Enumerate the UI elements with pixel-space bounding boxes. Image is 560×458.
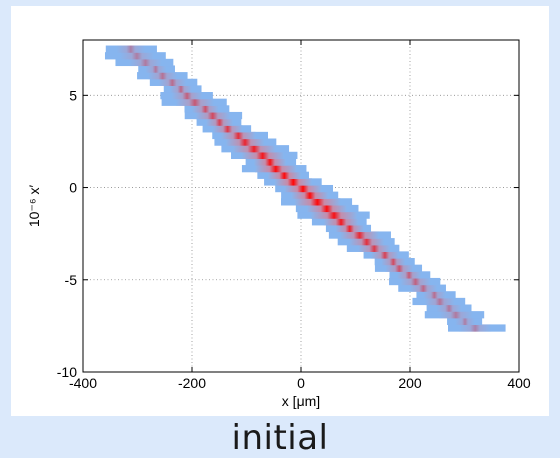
density-core [358,244,391,252]
density-core [119,52,154,60]
density-core [310,211,358,219]
density-core [306,204,347,213]
axis-labels: x [μm] 10⁻⁶ x′ [26,185,320,409]
density-distribution [104,45,506,332]
x-tick-label: 0 [297,375,305,391]
y-tick-label: 5 [69,87,77,103]
density-core [253,158,287,166]
plot-panel: -400 -200 0 200 400 -10 -5 0 5 x [μm] 10⁻⁶ x′ [11,6,549,416]
density-core [436,304,462,312]
density-core [423,291,446,299]
y-axis-label: 10⁻⁶ x′ [26,185,42,228]
axes: -400 -200 0 200 400 -10 -5 0 5 [57,39,531,391]
density-core [459,324,492,332]
density-core [340,231,379,239]
density-core [371,251,399,259]
density-core [439,311,473,319]
density-core [221,131,256,140]
caption: initial [231,418,329,458]
density-core [397,271,421,279]
x-axis-label: x [μm] [282,393,320,409]
density-core [409,284,438,292]
density-core [267,171,302,179]
density-core [232,145,276,153]
density-core [148,72,177,80]
x-tick-label: 200 [398,375,422,391]
density-core [274,178,313,186]
density-core [349,238,385,246]
density-core [225,138,265,146]
density-core [381,258,406,266]
density-core [400,277,431,286]
density-core [455,317,475,326]
density-core [175,98,215,106]
density-core [192,105,219,113]
density-core [205,118,234,126]
phase-space-chart: -400 -200 0 200 400 -10 -5 0 5 x [μm] 10⁻⁶ x′ [26,39,531,409]
x-tick-label: 400 [507,375,531,391]
density-core [171,92,203,100]
density-core [335,224,364,233]
density-core [323,218,359,226]
y-tick-label: 0 [69,180,77,196]
y-tick-label: -5 [65,272,78,288]
density-core [284,184,322,193]
density-core [241,151,284,160]
density-core [195,111,230,120]
density-core [294,198,341,206]
density-core [170,85,192,93]
density-core [158,78,186,86]
density-core [116,45,146,53]
density-core [212,125,243,133]
density-core [129,58,162,67]
density-core [291,191,329,199]
x-tick-label: -400 [69,375,97,391]
density-core [145,65,167,73]
y-tick-label: -10 [57,364,77,380]
density-core [385,264,414,272]
density-core [424,297,455,306]
x-tick-label: -200 [178,375,206,391]
density-core [254,165,297,173]
